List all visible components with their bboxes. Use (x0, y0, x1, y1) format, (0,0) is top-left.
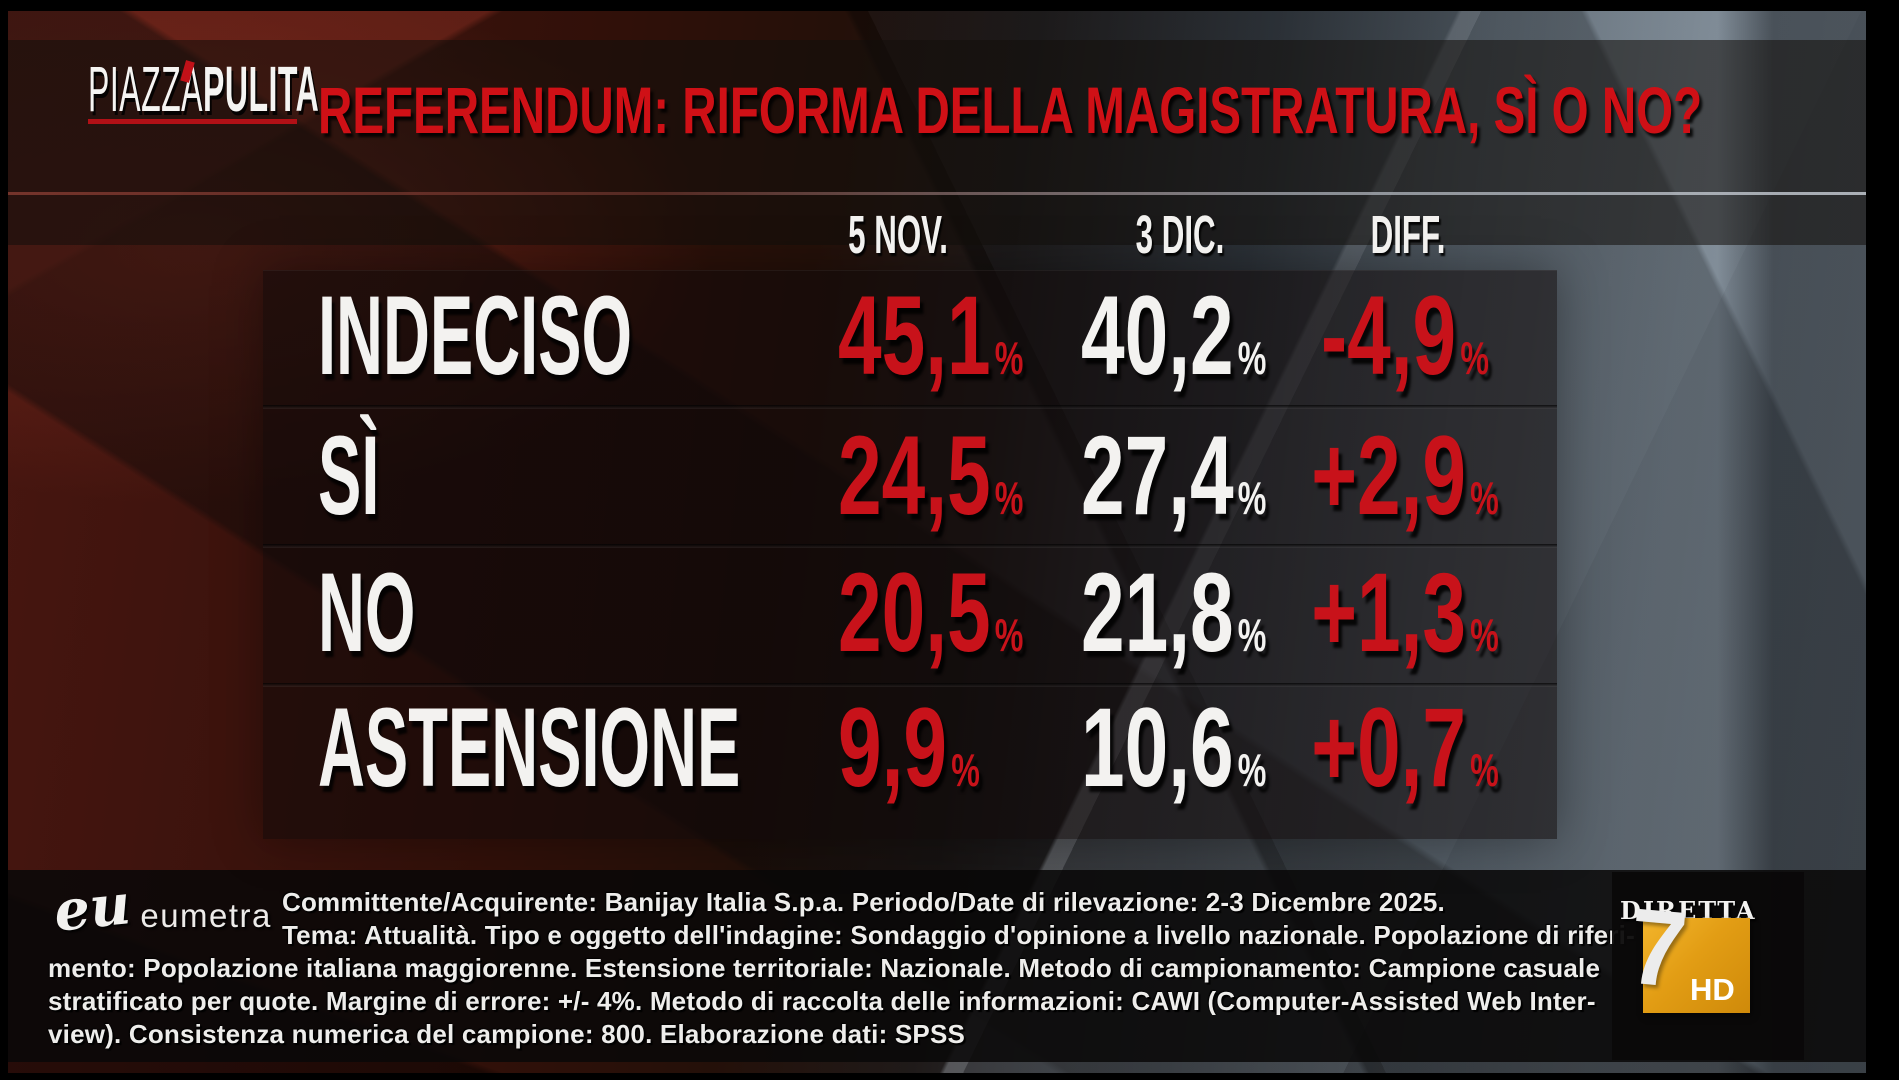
value-no-diff: +1,3% (1311, 550, 1499, 675)
methodology-line-1: Committente/Acquirente: Banijay Italia S… (282, 887, 1445, 917)
column-header-5nov: 5 NOV. (848, 205, 948, 265)
row-separator (263, 683, 1557, 687)
value-astensione-3dic: 10,6% (1081, 685, 1267, 810)
percent-sign: % (1470, 744, 1499, 796)
value-astensione-5nov: 9,9% (838, 685, 980, 810)
value-si-5nov: 24,5% (838, 413, 1024, 538)
percent-sign: % (1470, 609, 1499, 661)
percent-sign: % (1470, 472, 1499, 524)
hd-badge: HD (1690, 972, 1735, 1007)
row-separator (263, 544, 1557, 548)
eumetra-wordmark: eumetra (140, 897, 272, 934)
la7-seven-icon: 7 (1624, 884, 1692, 1011)
poll-table-panel (263, 270, 1557, 839)
value-no-5nov: 20,5% (838, 550, 1024, 675)
percent-sign: % (994, 609, 1024, 661)
row-label-si: SÌ (318, 413, 380, 538)
row-label-no: NO (318, 550, 416, 675)
percent-sign: % (1237, 332, 1267, 384)
row-separator (263, 405, 1557, 409)
logo-part-pulita: PULITA (203, 53, 320, 125)
column-header-diff: DIFF. (1370, 205, 1446, 265)
methodology-line-5: view). Consistenza numerica del campione… (48, 1019, 966, 1049)
la7-logo-square (1643, 918, 1750, 1013)
header-dark-band (8, 40, 1866, 245)
headline: REFERENDUM: RIFORMA DELLA MAGISTRATURA, … (318, 73, 1703, 147)
value-no-3dic: 21,8% (1081, 550, 1267, 675)
percent-sign: % (994, 332, 1024, 384)
eumetra-monogram-icon: eu (50, 871, 134, 945)
percent-sign: % (1237, 744, 1267, 796)
percent-sign: % (1237, 472, 1267, 524)
piazzapulita-logo: PIAZZAPULITA (88, 57, 319, 121)
value-si-diff: +2,9% (1311, 413, 1499, 538)
row-label-indeciso: INDECISO (318, 273, 633, 398)
value-indeciso-diff: -4,9% (1321, 273, 1489, 398)
value-indeciso-5nov: 45,1% (838, 273, 1024, 398)
value-indeciso-3dic: 40,2% (1081, 273, 1267, 398)
methodology-line-2: Tema: Attualità. Tipo e oggetto dell'ind… (282, 922, 1635, 949)
value-astensione-diff: +0,7% (1311, 685, 1499, 810)
column-header-3dic: 3 DIC. (1135, 205, 1225, 265)
value-si-3dic: 27,4% (1081, 413, 1267, 538)
footer-dark-band (8, 870, 1866, 1062)
percent-sign: % (951, 744, 980, 796)
methodology-line-3: mento: Popolazione italiana maggiorenne.… (48, 953, 1601, 983)
percent-sign: % (1237, 609, 1267, 661)
percent-sign: % (994, 472, 1024, 524)
methodology-line-4: stratificato per quote. Margine di error… (48, 988, 1596, 1015)
logo-underline (88, 119, 297, 124)
eumetra-logo: eu eumetra (51, 871, 272, 945)
percent-sign: % (1460, 332, 1489, 384)
background-hairline (8, 192, 1866, 195)
row-label-astensione: ASTENSIONE (318, 685, 741, 810)
